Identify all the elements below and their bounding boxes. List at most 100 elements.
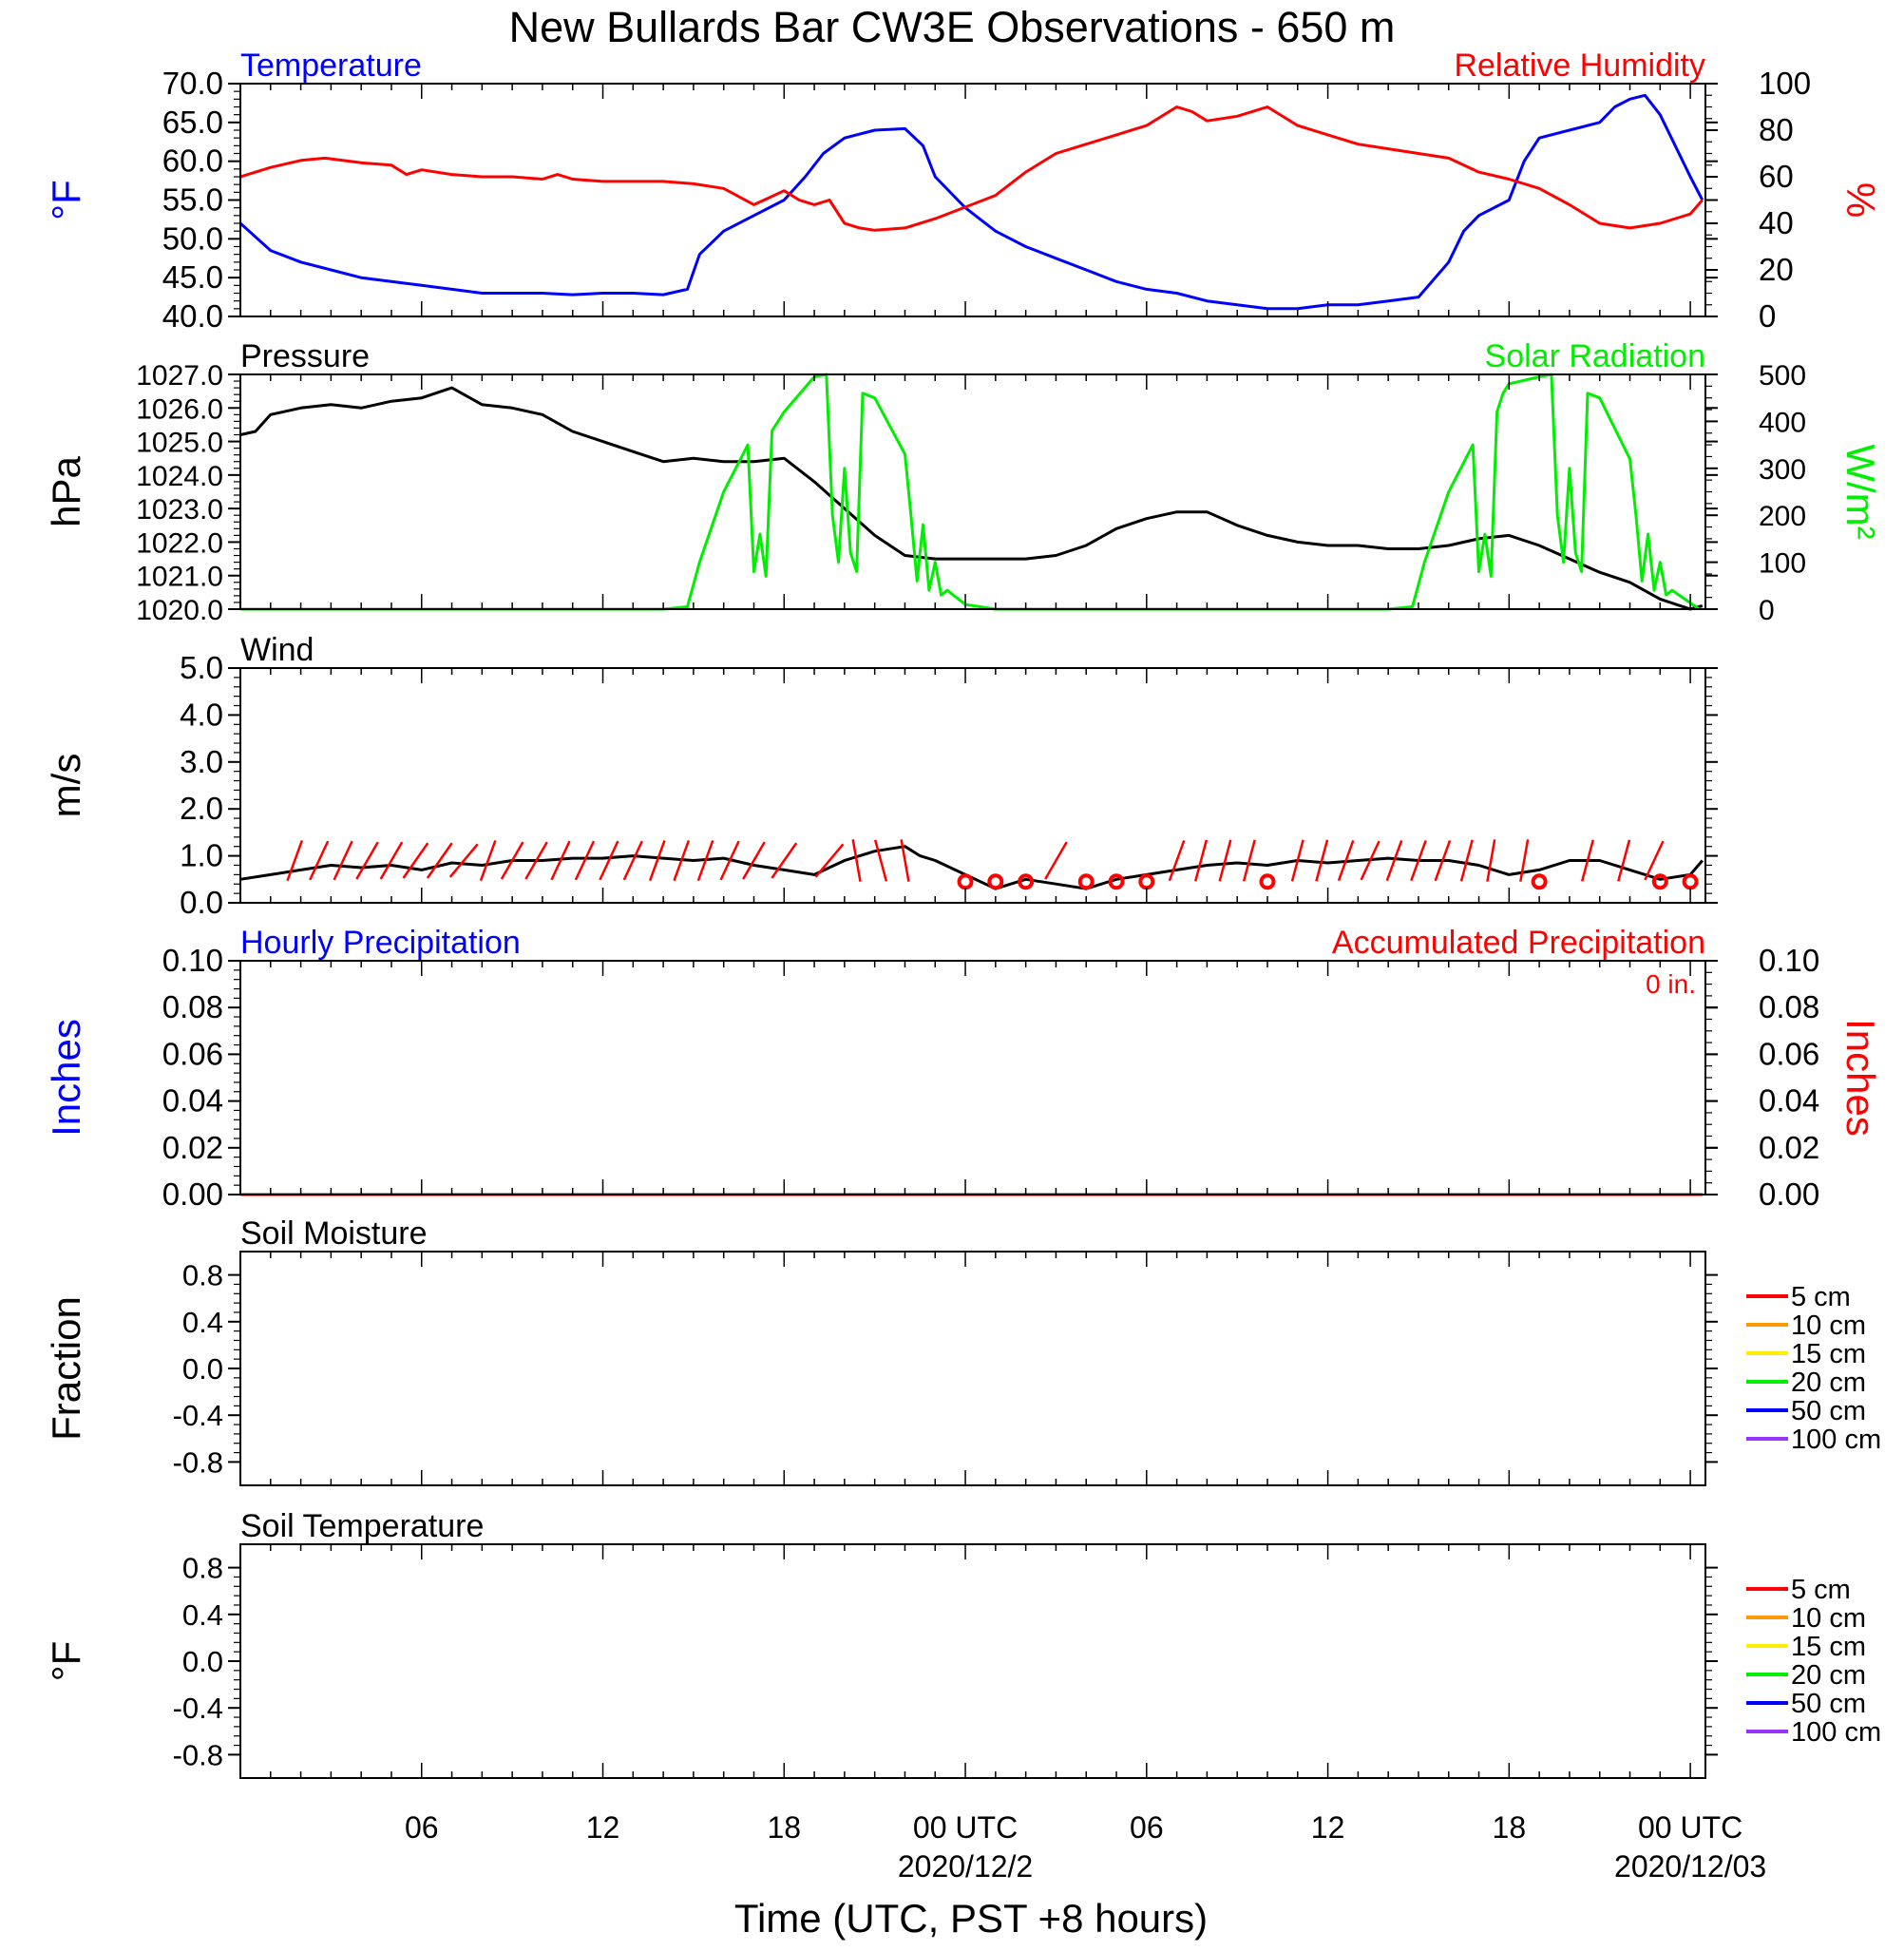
series-line-solar-radiation (240, 373, 1701, 611)
panel-title-right: Relative Humidity (1454, 48, 1705, 84)
legend-label: 100 cm (1791, 1717, 1881, 1748)
y-axis-label-left: °F (44, 180, 88, 220)
wind-barb (1242, 839, 1256, 882)
wind-barb (333, 840, 353, 881)
wind-barb (1519, 839, 1530, 882)
y-tick-label-left: 0.0 (180, 885, 223, 920)
y-tick-label-left: 0.00 (162, 1176, 223, 1212)
wind-barbs (286, 839, 1699, 890)
panel-title-right: Solar Radiation (1485, 338, 1705, 374)
y-tick-label-left: 55.0 (162, 182, 223, 218)
y-tick-label-left: 65.0 (162, 105, 223, 140)
precip-total-annotation: 0 in. (1646, 969, 1696, 999)
legend-label: 100 cm (1791, 1425, 1881, 1455)
y-tick-label-right: 20 (1759, 252, 1794, 287)
y-tick-label-right: 400 (1759, 407, 1806, 438)
y-axis-label-left: Inches (44, 1019, 88, 1137)
y-tick-label-left: 4.0 (180, 697, 223, 732)
wind-barb (873, 839, 888, 882)
wind-barb (574, 840, 596, 881)
wind-barb (1360, 840, 1380, 881)
wind-barb (1486, 839, 1496, 882)
y-tick-label-left: 1020.0 (136, 595, 223, 626)
y-tick-label-left: 70.0 (162, 66, 223, 101)
wind-barb (814, 843, 845, 878)
panel-frame (239, 667, 1706, 904)
wind-barb (524, 841, 548, 880)
wind-barb-calm (1018, 873, 1035, 890)
panel-precip: 0.10 0.08 0.06 0.04 0.02 0.00 0.10 0.08 0.06 0.04… (44, 925, 1883, 1212)
wind-barb-calm (987, 873, 1004, 890)
wind-barb (673, 839, 691, 882)
wind-barb (402, 842, 429, 879)
y-axis-label-left: Fraction (44, 1296, 88, 1441)
y-tick-label-right: 200 (1759, 501, 1806, 532)
wind-barb (851, 839, 862, 882)
wind-barb (550, 840, 571, 881)
x-tick-label: 00 UTC (1638, 1810, 1742, 1845)
y-tick-label-left: 2.0 (180, 791, 223, 826)
wind-barb (1315, 839, 1329, 882)
legend-label: 20 cm (1791, 1368, 1866, 1398)
wind-barb (1044, 841, 1068, 880)
legend-label: 5 cm (1791, 1282, 1851, 1312)
panel-title-left: Soil Temperature (240, 1508, 484, 1544)
wind-barb-calm (1531, 873, 1548, 890)
y-tick-label-left: 1.0 (180, 838, 223, 873)
y-axis-label-left: hPa (44, 455, 88, 526)
wind-barb (719, 840, 740, 881)
y-tick-label-left: -0.8 (173, 1738, 223, 1771)
y-axis-label-right: W/m² (1838, 444, 1883, 539)
wind-barb (1580, 839, 1595, 882)
wind-barb (500, 841, 524, 880)
y-tick-label-right: 0.06 (1759, 1036, 1819, 1071)
series-line-temperature (238, 93, 1704, 311)
x-tick-date-label: 2020/12/2 (898, 1849, 1033, 1884)
legend-label: 15 cm (1791, 1632, 1866, 1662)
y-tick-label-right: 60 (1759, 159, 1794, 194)
y-tick-label-right: 0.02 (1759, 1130, 1819, 1165)
x-tick-label: 06 (405, 1810, 439, 1845)
y-tick-label-left: 50.0 (162, 220, 223, 256)
y-tick-label-left: 0.06 (162, 1036, 223, 1071)
panel-wind: 5.0 4.0 3.0 2.0 1.0 0.0 Wind m/s (44, 632, 1718, 920)
panel-frame (239, 1251, 1706, 1486)
y-tick-label-right: 0 (1759, 298, 1776, 334)
wind-barb (900, 839, 910, 882)
y-tick-label-right: 0.04 (1759, 1083, 1819, 1119)
y-axis-label-left: m/s (44, 754, 88, 818)
y-tick-label-left: 1026.0 (136, 393, 223, 425)
y-tick-label-right: 80 (1759, 112, 1794, 147)
series-line-relative-humidity (239, 105, 1704, 232)
y-tick-label-left: 40.0 (162, 298, 223, 334)
y-tick-label-left: -0.8 (173, 1445, 223, 1479)
panel-frame (239, 373, 1706, 610)
wind-barb-calm (1259, 873, 1276, 890)
y-tick-label-left: 0.4 (182, 1306, 223, 1339)
wind-barb (1337, 839, 1355, 882)
wind-barb-calm (1682, 873, 1699, 890)
y-tick-label-left: 1022.0 (136, 527, 223, 559)
chart-title: New Bullards Bar CW3E Observations - 650… (509, 3, 1396, 51)
wind-barb-calm (1077, 873, 1095, 890)
wind-barb (771, 842, 798, 879)
x-axis-label: Time (UTC, PST +8 hours) (734, 1896, 1208, 1941)
y-tick-label-left: 5.0 (180, 650, 223, 685)
x-tick-label: 12 (1311, 1810, 1345, 1845)
wind-barb (1193, 839, 1209, 882)
panel-title-left: Wind (240, 632, 314, 668)
y-tick-label-left: 0.10 (162, 943, 223, 978)
wind-barb (1617, 839, 1631, 882)
legend-label: 10 cm (1791, 1310, 1866, 1341)
y-tick-label-right: 0.10 (1759, 943, 1819, 978)
y-axis-label-right: % (1838, 182, 1883, 218)
wind-barb (426, 842, 453, 879)
y-tick-label-right: 100 (1759, 66, 1811, 101)
wind-barb (1459, 839, 1474, 882)
wind-barb (479, 839, 497, 882)
y-axis-label-left: °F (44, 1641, 88, 1681)
panel-title-left: Hourly Precipitation (240, 925, 521, 961)
x-tick-label: 00 UTC (913, 1810, 1018, 1845)
